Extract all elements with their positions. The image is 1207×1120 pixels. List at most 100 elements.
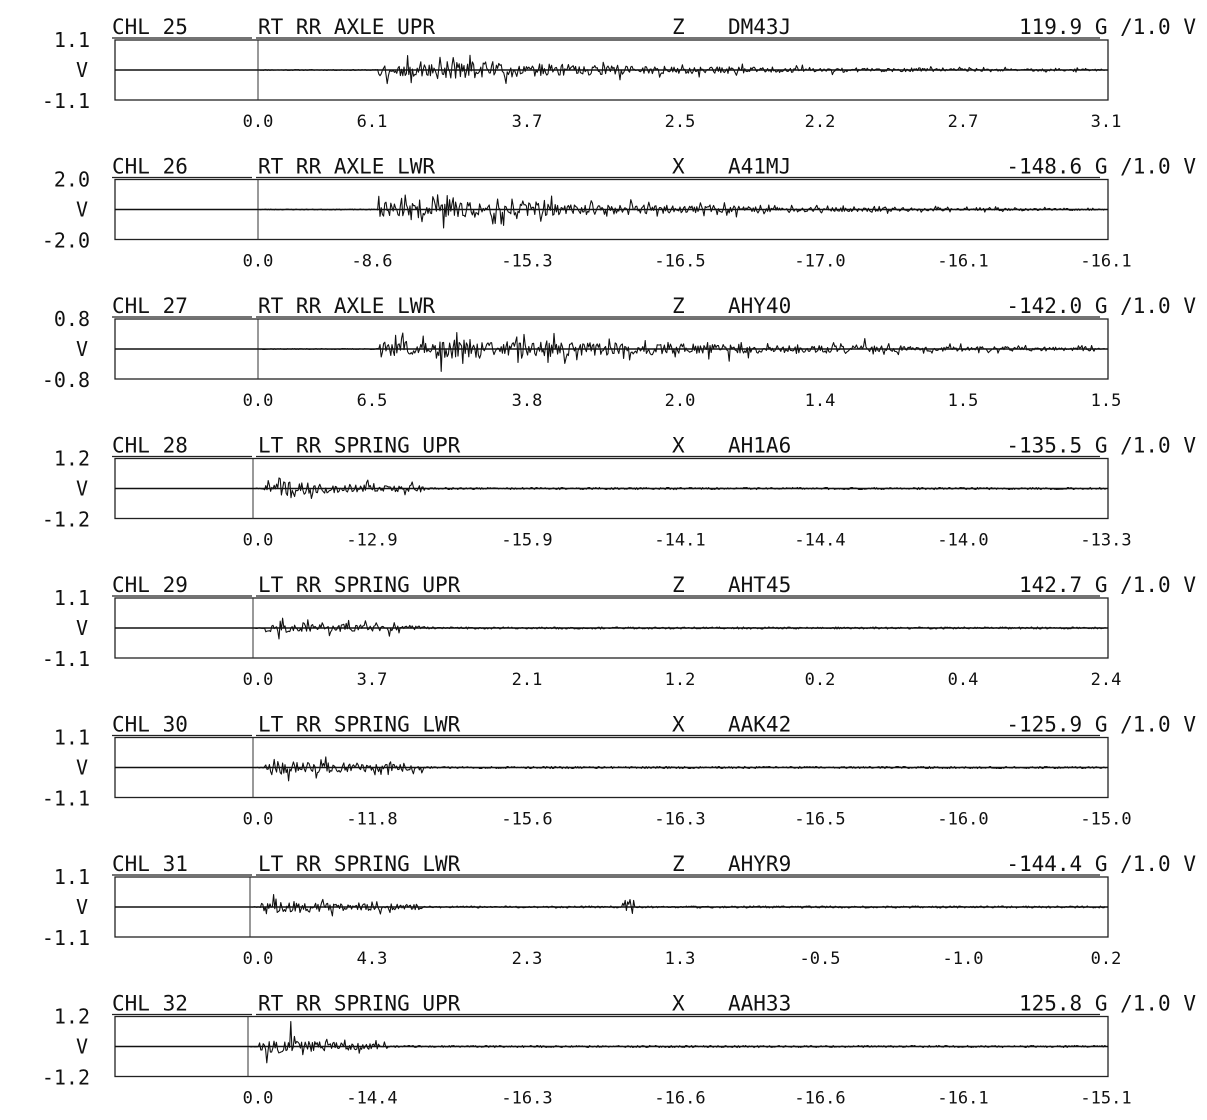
tick-label: 0.0 [243, 252, 274, 272]
scale-factor: -142.0 G /1.0 V [1006, 294, 1196, 318]
scale-factor: -144.4 G /1.0 V [1006, 852, 1196, 876]
tick-label: -15.9 [501, 531, 552, 551]
sensor-axis: Z [672, 852, 685, 876]
y-unit-label: V [76, 337, 88, 361]
y-min-label: -0.8 [42, 368, 90, 392]
y-min-label: -1.2 [42, 508, 90, 532]
sensor-id: AHY40 [728, 294, 791, 318]
tick-label: -14.4 [794, 531, 845, 551]
y-max-label: 1.1 [54, 865, 90, 889]
tick-label: 2.2 [805, 112, 836, 132]
tick-label: 0.2 [1091, 949, 1122, 969]
channel-panel-27: CHL 27 RT RR AXLE LWR Z AHY40 -142.0 G /1.0 … [42, 294, 1197, 411]
channel-number: CHL 31 [112, 852, 188, 876]
y-min-label: -1.1 [42, 787, 90, 811]
y-unit-label: V [76, 1035, 88, 1059]
tick-label: 2.7 [948, 112, 979, 132]
sensor-id: AHYR9 [728, 852, 791, 876]
tick-label: -15.0 [1080, 810, 1131, 830]
channel-panel-30: CHL 30 LT RR SPRING LWR X AAK42 -125.9 G /1.… [42, 713, 1197, 830]
y-min-label: -1.1 [42, 89, 90, 113]
sensor-id: A41MJ [728, 155, 791, 179]
sensor-axis: Z [672, 15, 685, 39]
tick-label: -16.5 [794, 810, 845, 830]
signal-trace [115, 617, 1106, 640]
sensor-axis: Z [672, 573, 685, 597]
y-unit-label: V [76, 58, 88, 82]
tick-label: -0.5 [800, 949, 841, 969]
tick-label: -14.0 [937, 531, 988, 551]
tick-label: 1.5 [948, 391, 979, 411]
tick-label: -15.6 [501, 810, 552, 830]
tick-label: 1.2 [665, 670, 696, 690]
y-max-label: 1.1 [54, 28, 90, 52]
tick-label: 6.1 [357, 112, 388, 132]
tick-label: -1.0 [943, 949, 984, 969]
tick-label: 1.4 [805, 391, 836, 411]
tick-label: 0.0 [243, 391, 274, 411]
y-max-label: 2.0 [54, 168, 90, 192]
signal-trace [115, 194, 1106, 229]
tick-label: 0.2 [805, 670, 836, 690]
tick-label: -16.3 [501, 1089, 552, 1109]
channel-number: CHL 27 [112, 294, 188, 318]
tick-label: 2.4 [1091, 670, 1122, 690]
y-max-label: 1.2 [54, 447, 90, 471]
y-min-label: -1.1 [42, 647, 90, 671]
y-max-label: 1.2 [54, 1005, 90, 1029]
sensor-location: LT RR SPRING LWR [258, 852, 461, 876]
tick-label: -13.3 [1080, 531, 1131, 551]
tick-label: -16.1 [937, 1089, 988, 1109]
sensor-axis: X [672, 992, 685, 1016]
tick-label: 2.5 [665, 112, 696, 132]
sensor-location: RT RR SPRING UPR [258, 992, 461, 1016]
sensor-axis: X [672, 713, 685, 737]
y-unit-label: V [76, 895, 88, 919]
sensor-location: RT RR AXLE UPR [258, 15, 435, 39]
tick-label: -16.6 [794, 1089, 845, 1109]
scale-factor: -148.6 G /1.0 V [1006, 155, 1196, 179]
tick-label: -15.3 [501, 252, 552, 272]
signal-trace [115, 1020, 1106, 1064]
tick-label: 3.1 [1091, 112, 1122, 132]
scale-factor: 125.8 G /1.0 V [1019, 992, 1196, 1016]
channel-number: CHL 26 [112, 155, 188, 179]
tick-label: 0.0 [243, 810, 274, 830]
y-max-label: 1.1 [54, 726, 90, 750]
tick-label: 1.5 [1091, 391, 1122, 411]
signal-trace [115, 477, 1106, 500]
sensor-axis: Z [672, 294, 685, 318]
tick-label: -14.4 [346, 1089, 397, 1109]
tick-label: 2.0 [665, 391, 696, 411]
sensor-location: LT RR SPRING UPR [258, 573, 461, 597]
channel-number: CHL 32 [112, 992, 188, 1016]
channel-panel-31: CHL 31 LT RR SPRING LWR Z AHYR9 -144.4 G /1.… [42, 852, 1197, 969]
y-unit-label: V [76, 477, 88, 501]
sensor-id: AHT45 [728, 573, 791, 597]
tick-label: -16.1 [1080, 252, 1131, 272]
tick-label: -16.6 [654, 1089, 705, 1109]
tick-label: -16.3 [654, 810, 705, 830]
channel-panel-25: CHL 25 RT RR AXLE UPR Z DM43J 119.9 G /1.0 V… [42, 15, 1197, 132]
sensor-id: AH1A6 [728, 434, 791, 458]
tick-label: 0.0 [243, 949, 274, 969]
scale-factor: -125.9 G /1.0 V [1006, 713, 1196, 737]
sensor-axis: X [672, 434, 685, 458]
sensor-location: LT RR SPRING LWR [258, 713, 461, 737]
channel-panel-28: CHL 28 LT RR SPRING UPR X AH1A6 -135.5 G /1.… [42, 434, 1197, 551]
tick-label: 2.3 [512, 949, 543, 969]
channel-number: CHL 29 [112, 573, 188, 597]
scale-factor: 119.9 G /1.0 V [1019, 15, 1196, 39]
y-unit-label: V [76, 198, 88, 222]
tick-label: -14.1 [654, 531, 705, 551]
tick-label: 6.5 [357, 391, 388, 411]
tick-label: -17.0 [794, 252, 845, 272]
sensor-location: LT RR SPRING UPR [258, 434, 461, 458]
tick-label: 0.0 [243, 112, 274, 132]
tick-label: -16.5 [654, 252, 705, 272]
tick-label: 3.7 [357, 670, 388, 690]
tick-label: 1.3 [665, 949, 696, 969]
signal-trace [115, 893, 1106, 917]
sensor-location: RT RR AXLE LWR [258, 294, 435, 318]
